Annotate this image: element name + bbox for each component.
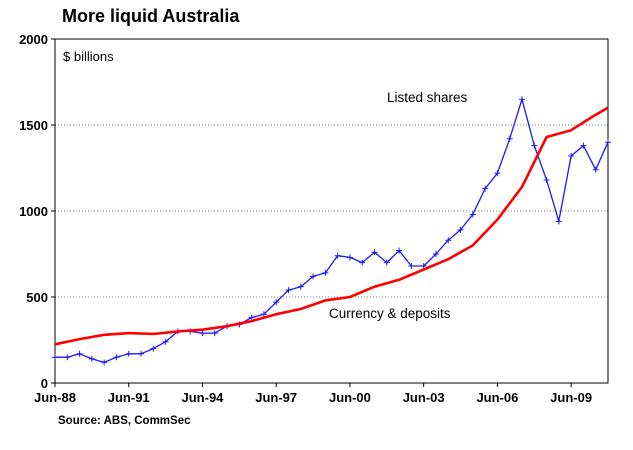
x-tick-label: Jun-03 — [403, 390, 445, 405]
data-point-marker — [469, 211, 476, 218]
x-tick-label: Jun-94 — [182, 390, 225, 405]
data-point-marker — [125, 350, 132, 357]
data-point-marker — [432, 251, 439, 257]
series-label-currency-deposits: Currency & deposits — [329, 306, 451, 321]
data-point-marker — [162, 338, 169, 345]
data-point-marker — [150, 345, 157, 352]
x-tick-label: Jun-09 — [550, 390, 592, 405]
series-line-listed-shares — [55, 98, 609, 364]
series-label-listed-shares: Listed shares — [387, 90, 468, 105]
axes: 0 500 1000 1500 2000 Jun-88 Jun-91 Jun-94 Jun-97… — [19, 32, 592, 405]
data-point-marker — [76, 350, 83, 357]
data-point-marker — [383, 259, 390, 266]
grid-lines — [55, 124, 608, 298]
data-point-marker — [518, 96, 525, 103]
source-note: Source: ABS, CommSec — [58, 415, 191, 427]
data-point-marker — [420, 263, 427, 270]
x-tick-label: Jun-91 — [108, 390, 150, 405]
data-point-marker — [273, 299, 280, 306]
data-point-marker — [322, 269, 329, 276]
data-point-marker — [568, 152, 575, 159]
data-point-marker — [138, 350, 145, 357]
data-point-marker — [605, 139, 611, 146]
y-unit-label: $ billions — [63, 49, 114, 64]
data-point-marker — [457, 226, 464, 233]
data-point-marker — [285, 287, 292, 294]
y-tick-label: 1500 — [19, 118, 48, 133]
data-point-marker — [211, 330, 218, 337]
data-point-marker — [494, 170, 501, 177]
data-point-marker — [52, 354, 58, 361]
data-point-marker — [199, 330, 206, 337]
y-tick-label: 1000 — [19, 204, 48, 219]
data-point-marker — [310, 273, 317, 280]
data-point-marker — [482, 185, 489, 192]
y-tick-label: 0 — [41, 376, 48, 391]
chart-title: More liquid Australia — [62, 6, 240, 26]
data-point-marker — [531, 142, 538, 149]
data-point-marker — [396, 247, 403, 254]
data-point-marker — [260, 311, 267, 318]
data-point-marker — [248, 314, 255, 321]
data-point-marker — [359, 259, 366, 266]
data-point-marker — [371, 249, 378, 256]
data-point-marker — [113, 354, 120, 361]
data-point-marker — [88, 355, 95, 362]
data-point-marker — [592, 166, 599, 173]
data-point-marker — [580, 142, 587, 149]
x-tick-label: Jun-06 — [476, 390, 518, 405]
data-point-marker — [101, 359, 108, 366]
data-point-marker — [543, 177, 550, 184]
data-point-marker — [297, 283, 304, 290]
data-point-marker — [64, 354, 71, 361]
data-point-marker — [555, 218, 562, 225]
data-point-marker — [445, 237, 452, 244]
x-tick-label: Jun-97 — [255, 390, 297, 405]
data-point-marker — [334, 252, 341, 259]
data-point-marker — [506, 135, 513, 142]
data-point-marker — [346, 254, 353, 261]
series-layer — [52, 96, 611, 366]
data-point-marker — [408, 263, 415, 270]
y-tick-label: 500 — [26, 290, 48, 305]
x-tick-label: Jun-88 — [34, 390, 76, 405]
series-line-currency-deposits — [54, 106, 609, 346]
x-tick-label: Jun-00 — [329, 390, 371, 405]
y-tick-label: 2000 — [19, 32, 48, 47]
